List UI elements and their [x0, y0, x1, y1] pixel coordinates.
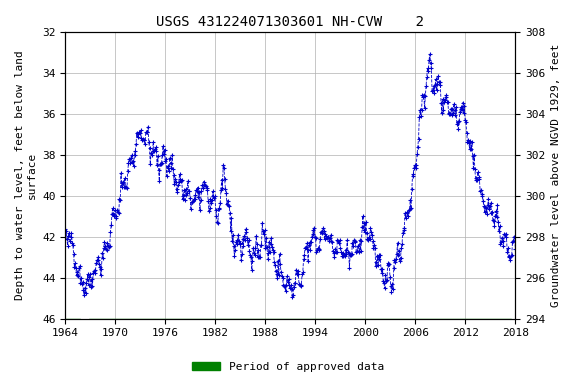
Title: USGS 431224071303601 NH-CVW    2: USGS 431224071303601 NH-CVW 2	[157, 15, 425, 29]
Y-axis label: Groundwater level above NGVD 1929, feet: Groundwater level above NGVD 1929, feet	[551, 43, 561, 307]
Y-axis label: Depth to water level, feet below land
surface: Depth to water level, feet below land su…	[15, 50, 37, 300]
Legend: Period of approved data: Period of approved data	[188, 358, 388, 377]
